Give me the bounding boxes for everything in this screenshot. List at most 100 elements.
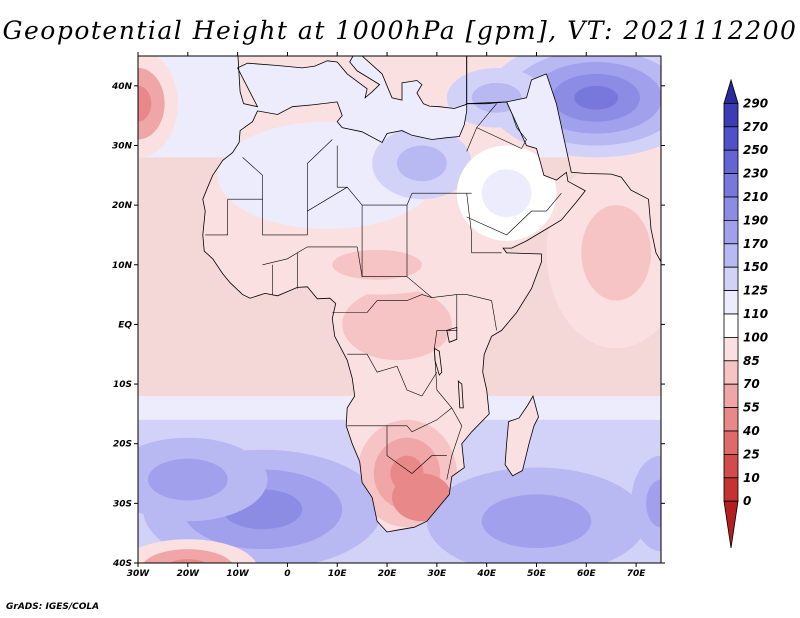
east-indian-high: [646, 479, 661, 528]
coastline: [202, 101, 586, 533]
colorbar-swatch: [723, 290, 739, 315]
coastline: [466, 56, 661, 263]
lon-label: 60E: [577, 569, 597, 579]
colorbar-swatch: [723, 407, 739, 432]
country-border: [336, 145, 348, 188]
lon-label: 30W: [127, 569, 151, 579]
colorbar-swatch: [723, 430, 739, 455]
colorbar-label: 150: [743, 260, 768, 274]
colorbar-label: 290: [743, 96, 768, 110]
lat-label: 10S: [113, 380, 132, 390]
country-border: [242, 157, 263, 200]
colorbar-label: 0: [743, 494, 751, 508]
north-atlantic-low: [138, 85, 152, 122]
colorbar-swatch: [723, 103, 739, 128]
country-border: [466, 193, 502, 254]
country-border: [262, 246, 358, 266]
colorbar-swatch: [723, 243, 739, 268]
lon-label: 50E: [527, 569, 547, 579]
lat-label: EQ: [118, 320, 132, 330]
lon-label: 20E: [378, 569, 398, 579]
colorbar-label: 70: [743, 377, 760, 391]
country-border: [506, 101, 527, 149]
central-africa-low: [342, 288, 452, 361]
country-border: [347, 425, 447, 474]
lat-label: 30N: [112, 141, 133, 151]
lon-label: 10W: [226, 569, 250, 579]
country-border: [491, 300, 497, 331]
lat-label: 30S: [113, 499, 132, 509]
lat-label: 20N: [112, 201, 133, 211]
colorbar-swatch: [723, 196, 739, 221]
lat-label: 20S: [113, 440, 132, 450]
colorbar-label: 210: [743, 190, 768, 204]
colorbar-swatch: [723, 266, 739, 292]
colorbar-swatch: [723, 477, 739, 502]
colorbar-swatch: [723, 149, 739, 174]
lon-label: 0: [284, 569, 290, 579]
colorbar-label: 250: [743, 143, 768, 157]
country-border: [387, 407, 452, 433]
colorbar-label: 110: [743, 307, 768, 321]
lake-outline: [433, 347, 443, 376]
lon-label: 30E: [428, 569, 448, 579]
colorbar-label: 55: [743, 401, 760, 415]
colorbar-label: 85: [743, 354, 760, 368]
country-border: [332, 294, 432, 313]
colorbar-arrow-bottom: [723, 500, 739, 549]
colorbar-label: 170: [743, 237, 768, 251]
sahel-low: [332, 249, 422, 280]
lon-label: 70E: [627, 569, 647, 579]
south-low-west: [143, 549, 233, 563]
colorbar-label: 270: [743, 120, 768, 134]
colorbar-arrow-top: [723, 78, 739, 104]
lon-label: 10E: [328, 569, 348, 579]
arabia: [481, 169, 532, 218]
colorbar-label: 190: [743, 213, 768, 227]
colorbar-swatch: [723, 453, 739, 479]
lat-label: 10N: [112, 261, 133, 271]
country-border: [307, 139, 333, 212]
plot-frame: [137, 55, 662, 564]
lake-outline: [457, 380, 464, 409]
colorbar-swatch: [723, 219, 739, 245]
coastlines: [202, 56, 661, 533]
lake-outline: [446, 326, 458, 343]
height-field: [138, 56, 661, 563]
east-indian-high: [631, 455, 661, 552]
map-title: Geopotential Height at 1000hPa [gpm], VT…: [2, 16, 798, 45]
colorbar: 2902702502302101901701501251101008570554…: [723, 78, 768, 549]
colorbar-label: 230: [743, 167, 768, 181]
colorbar-label: 25: [743, 447, 760, 461]
indian-ocean-high: [481, 494, 592, 548]
country-border: [205, 199, 228, 236]
colorbar-swatch: [723, 336, 739, 362]
central-asia-high: [574, 85, 619, 110]
lat-label: 40S: [112, 559, 132, 569]
grads-credit: GrADS: IGES/COLA: [6, 602, 100, 612]
south-atlantic-high-west: [148, 458, 228, 501]
lat-label: 40N: [111, 82, 133, 92]
lon-label: 20W: [177, 569, 201, 579]
country-border: [466, 193, 562, 236]
colorbar-swatch: [723, 383, 739, 409]
colorbar-label: 10: [743, 471, 760, 485]
country-border: [356, 246, 363, 277]
colorbar-swatch: [723, 126, 739, 151]
arabian-sea-low: [581, 205, 652, 301]
country-border: [347, 353, 438, 397]
south-low-west: [169, 559, 207, 563]
country-border: [476, 127, 522, 149]
coastline: [504, 394, 539, 477]
colorbar-label: 100: [743, 330, 768, 344]
country-border: [434, 294, 463, 480]
colorbar-label: 40: [742, 424, 760, 438]
colorbar-swatch: [723, 360, 739, 385]
lon-label: 40E: [476, 569, 497, 579]
colorbar-swatch: [723, 313, 739, 338]
colorbar-label: 125: [743, 284, 768, 298]
colorbar-swatch: [723, 173, 739, 198]
